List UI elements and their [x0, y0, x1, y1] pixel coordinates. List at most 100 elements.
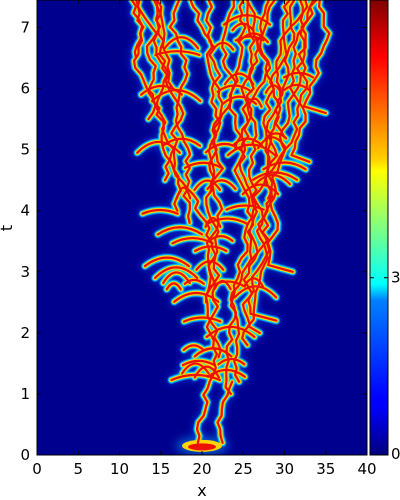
trace-core: [223, 72, 255, 86]
y-tick-label: 0: [20, 446, 30, 464]
trace-core: [213, 279, 232, 291]
trace-core: [162, 271, 191, 285]
trace-core: [183, 278, 205, 285]
trace-core: [153, 266, 199, 280]
x-axis: 0 5 10 15 20 25 30 35 40: [32, 0, 377, 478]
trace-core: [221, 0, 242, 151]
colorbar-frame: [369, 0, 389, 456]
trace-core: [182, 316, 222, 323]
y-tick-label: 6: [20, 80, 30, 98]
x-tick-label: 40: [357, 460, 376, 478]
x-tick-label: 10: [110, 460, 129, 478]
trace-core: [207, 368, 246, 378]
x-tick-label: 25: [234, 460, 253, 478]
trace-core: [193, 347, 233, 358]
trace-core: [208, 235, 234, 242]
trace-core: [165, 282, 182, 291]
trace-core: [264, 84, 283, 94]
trace-core: [246, 97, 263, 108]
trace-core: [205, 325, 256, 339]
trace-core: [205, 0, 224, 194]
trace-core: [181, 359, 216, 367]
trace-core: [264, 132, 288, 140]
trace-core-layer: [130, 0, 331, 451]
trace-core: [181, 362, 210, 375]
trace-core: [193, 179, 222, 191]
trace-core: [225, 204, 265, 211]
trace-core: [136, 0, 175, 90]
trace-core: [252, 171, 299, 181]
x-tick-label: 35: [316, 460, 335, 478]
x-tick-label: 30: [275, 460, 294, 478]
trace-core: [231, 137, 264, 147]
y-tick-label: 3: [20, 263, 30, 281]
trace-core: [234, 35, 265, 42]
trace-core: [226, 143, 277, 157]
x-tick-label: 20: [192, 460, 211, 478]
trace-core: [205, 217, 249, 226]
trace-core: [211, 41, 235, 51]
trace-core: [175, 186, 192, 200]
trace-core: [237, 32, 269, 44]
trace-core: [155, 0, 182, 212]
trace-core: [283, 83, 311, 92]
trace-core: [150, 89, 202, 103]
heatmap-traces: [127, 0, 334, 455]
trace-core: [193, 245, 228, 253]
trace-core: [241, 183, 280, 196]
trace-core: [136, 140, 181, 154]
trace-core: [140, 84, 183, 96]
trace-core: [217, 357, 246, 366]
y-tick-label: 7: [20, 18, 30, 36]
trace-core: [257, 0, 296, 273]
trace-core: [222, 14, 272, 26]
colorbar-gradient: [370, 0, 388, 455]
trace-core: [209, 280, 246, 288]
trace-core: [156, 226, 204, 236]
trace-core: [233, 285, 278, 299]
trace-core: [130, 0, 144, 60]
initial-pulse-core: [188, 443, 216, 451]
x-tick-label: 5: [73, 460, 83, 478]
trace-core: [243, 277, 264, 288]
colorbar-ticks: 03: [370, 269, 400, 463]
trace-core: [262, 161, 307, 171]
y-tick-label: 4: [20, 202, 30, 220]
trace-core: [238, 0, 278, 322]
trace-core: [206, 179, 237, 191]
trace-core: [221, 95, 258, 105]
trace-core: [182, 344, 205, 351]
colorbar-tick-label: 3: [391, 269, 400, 287]
colorbar-tick-label: 0: [391, 445, 400, 463]
trace-core: [163, 36, 200, 50]
trace-core: [216, 84, 253, 93]
x-tick-label: 15: [151, 460, 170, 478]
y-axis-label: t: [0, 225, 16, 231]
plot-area: [36, 0, 368, 456]
y-tick-label: 5: [20, 141, 30, 159]
trace-core: [183, 161, 223, 169]
trace-core: [246, 0, 318, 334]
trace-core: [204, 142, 245, 154]
trace-core: [250, 0, 315, 261]
x-axis-label: x: [197, 481, 206, 500]
trace-core: [289, 0, 311, 163]
trace-core: [195, 260, 225, 271]
trace-core: [231, 22, 255, 32]
trace-core: [171, 236, 214, 245]
y-tick-label: 1: [20, 385, 30, 403]
trace-core: [170, 373, 221, 382]
trace-core: [302, 0, 331, 115]
colorbar: 03: [369, 0, 400, 463]
trace-core: [141, 208, 179, 215]
trace-core: [173, 291, 220, 303]
y-axis: 0 1 2 3 4 5 6 7: [20, 18, 367, 464]
trace-core: [254, 174, 292, 186]
y-tick-label: 2: [20, 324, 30, 342]
trace-core: [143, 256, 190, 268]
x-tick-label: 0: [32, 460, 42, 478]
trace-core: [154, 50, 201, 57]
trace-core: [245, 0, 286, 139]
trace-core: [282, 71, 315, 79]
